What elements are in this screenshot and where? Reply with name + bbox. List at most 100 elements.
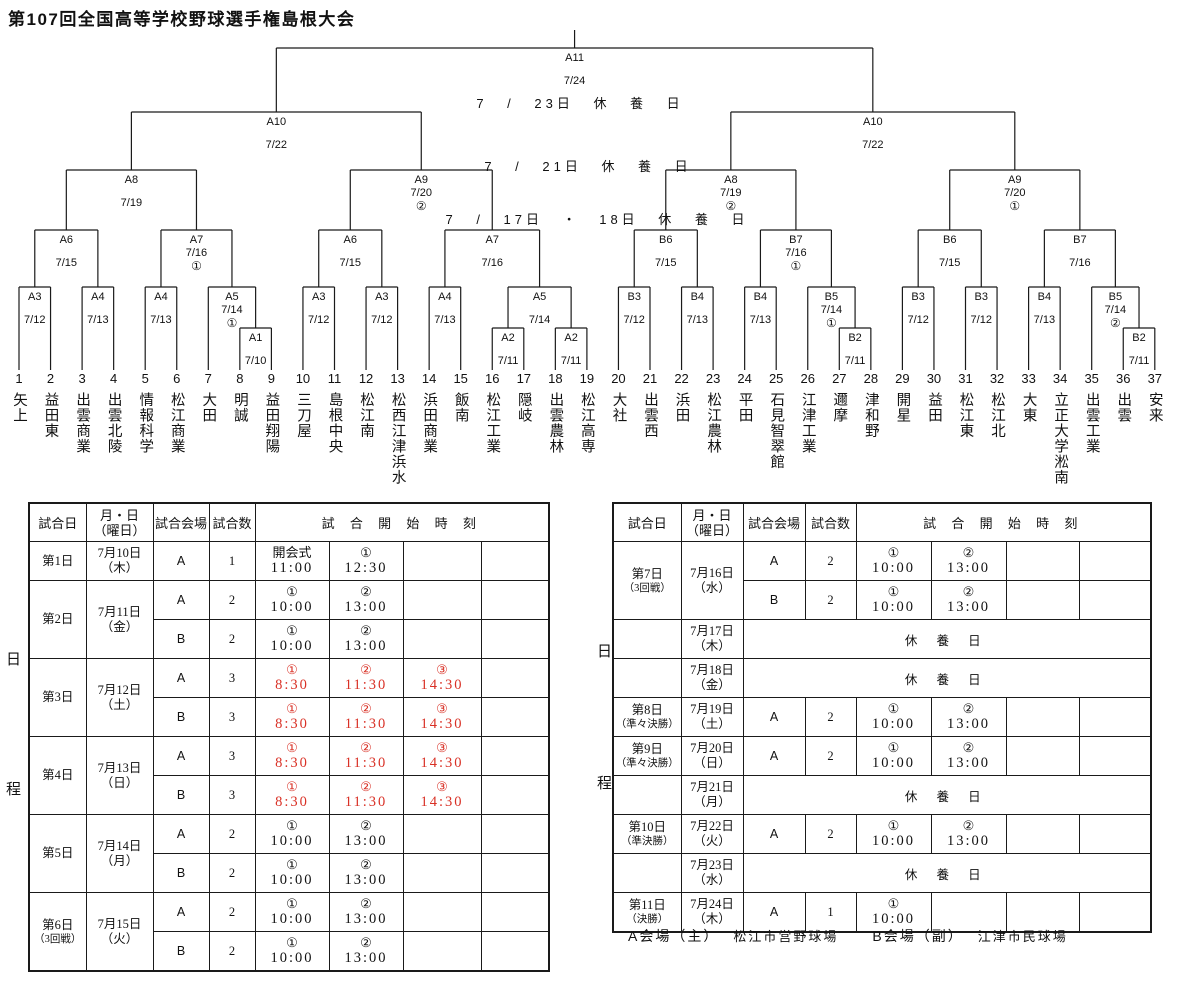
date-cell: 7月14日 （月） (85, 814, 154, 893)
match-label: B4 7/13 (1034, 291, 1055, 337)
rest-day-cell: 休 養 日 (742, 658, 1152, 698)
match-date: 7/12 (623, 314, 645, 326)
weekday-label: （金） (693, 678, 731, 692)
game-number: ② (360, 896, 372, 911)
match-date: 7/13 (434, 314, 456, 326)
match-label: A4 7/13 (150, 291, 171, 337)
day-cell: 第8日 （準々決勝） (612, 697, 682, 737)
match-code: B6 (659, 234, 673, 246)
date-label: 7月16日 (690, 565, 734, 580)
match-code: A6 (59, 234, 74, 246)
match-date: 7/12 (371, 314, 393, 326)
start-time: 11:30 (344, 794, 388, 810)
time-cell (1078, 541, 1152, 581)
weekday-label: （土） (100, 697, 139, 712)
game-number: ② (360, 623, 372, 638)
match-date: 7/11 (1128, 355, 1150, 367)
time-cell (402, 541, 482, 581)
schedule-table-right: 試合日 月・日 （曜日） 試合会場 試合数試 合 開 始 時 刻第7日 （3回戦） 7月16… (612, 502, 1153, 933)
match-game-number: ① (1009, 199, 1021, 213)
match-code: A5 (532, 291, 547, 303)
day-label: 第5日 (42, 846, 74, 860)
team-name: 松江東 (957, 392, 974, 439)
match-code: B7 (789, 234, 803, 246)
header-cell: 試 合 開 始 時 刻 (855, 502, 1152, 542)
team-name: 安来 (1146, 392, 1163, 423)
match-label: A10 7/22 (266, 116, 287, 162)
team-name: 大社 (610, 392, 627, 423)
team-name: 出雲工業 (1083, 392, 1100, 454)
game-number: ② (360, 740, 372, 755)
match-date: 7/16 (785, 246, 807, 259)
match-date: 7/12 (970, 314, 992, 326)
match-date: 7/14 (221, 303, 243, 316)
day-cell-empty (612, 853, 682, 893)
game-number: ③ (436, 701, 448, 716)
day-label: 第4日 (42, 768, 74, 782)
game-number: ② (962, 584, 975, 599)
rest-day-note: 7 / 21日 休 養 日 (484, 159, 692, 174)
start-time: 10:00 (871, 833, 916, 849)
time-cell: ③ 14:30 (402, 775, 482, 815)
match-date: 7/13 (1033, 314, 1056, 326)
team-name: 益田東 (42, 392, 59, 439)
match-label: A7 7/16 (482, 234, 503, 280)
start-time: 10:00 (871, 755, 916, 771)
header-cell: 試合数 (208, 502, 256, 542)
date-cell: 7月13日 （日） (85, 736, 154, 815)
start-time: 13:00 (946, 716, 991, 732)
date-cell: 7月16日 （水） (680, 541, 744, 620)
team-number: 4 (110, 371, 118, 386)
match-label: B5 7/14 ① (821, 291, 842, 330)
time-cell: ① 8:30 (254, 697, 330, 737)
match-code: A3 (28, 291, 42, 303)
time-cell: ② 11:30 (328, 775, 404, 815)
time-cell: ② 13:00 (930, 541, 1007, 581)
match-label: A11 7/24 (564, 52, 585, 98)
match-code: B2 (1132, 332, 1146, 344)
start-time: 11:30 (344, 755, 388, 771)
match-game-number: ① (826, 316, 837, 330)
date-label: 7月12日 (97, 682, 142, 697)
header-cell: 月・日 （曜日） (85, 502, 154, 542)
day-label: 第1日 (42, 553, 74, 568)
game-number: ② (360, 701, 372, 716)
match-label: B5 7/14 ② (1105, 291, 1126, 330)
date-cell: 7月19日 （土） (680, 697, 744, 737)
venue-b-name: 江津市民球場 (977, 929, 1068, 944)
time-cell (480, 775, 550, 815)
game-number: ② (360, 935, 372, 950)
game-number: 開会式 (272, 545, 312, 560)
match-label: B2 7/11 (1129, 332, 1150, 378)
day-cell: 第1日 (28, 541, 87, 581)
time-cell (402, 619, 482, 659)
date-cell: 7月12日 （土） (85, 658, 154, 737)
match-game-number: ① (790, 259, 802, 273)
team-name: 益田 (925, 392, 942, 423)
match-date: 7/16 (185, 246, 208, 259)
day-cell-empty (612, 619, 682, 659)
time-cell: ① 10:00 (254, 814, 330, 854)
rest-day-cell: 休 養 日 (742, 853, 1152, 893)
venue-a-name: 松江市営野球場 (733, 929, 839, 944)
match-label: A8 7/19 (121, 174, 142, 220)
team-name: 松江商業 (168, 392, 185, 454)
match-date: 7/20 (1004, 186, 1026, 199)
team-number: 32 (989, 371, 1005, 386)
team-name: 飯南 (452, 392, 469, 423)
match-code: A7 (485, 234, 499, 246)
match-code: B4 (690, 291, 705, 303)
venue-b: B会場（副） 江津市民球場 (872, 926, 1067, 946)
match-code: A5 (225, 291, 239, 303)
time-cell (402, 853, 482, 893)
venue-b-label: B会場（副） (872, 928, 964, 944)
team-number: 17 (516, 371, 532, 386)
match-date: 7/11 (560, 355, 582, 367)
game-number: ② (360, 818, 372, 833)
match-label: A5 7/14 ① (221, 291, 243, 330)
header-line: 月・日 (692, 507, 732, 523)
time-cell (480, 853, 550, 893)
time-cell (1005, 892, 1080, 933)
date-label: 7月18日 (690, 663, 734, 677)
match-code: A2 (564, 332, 578, 344)
